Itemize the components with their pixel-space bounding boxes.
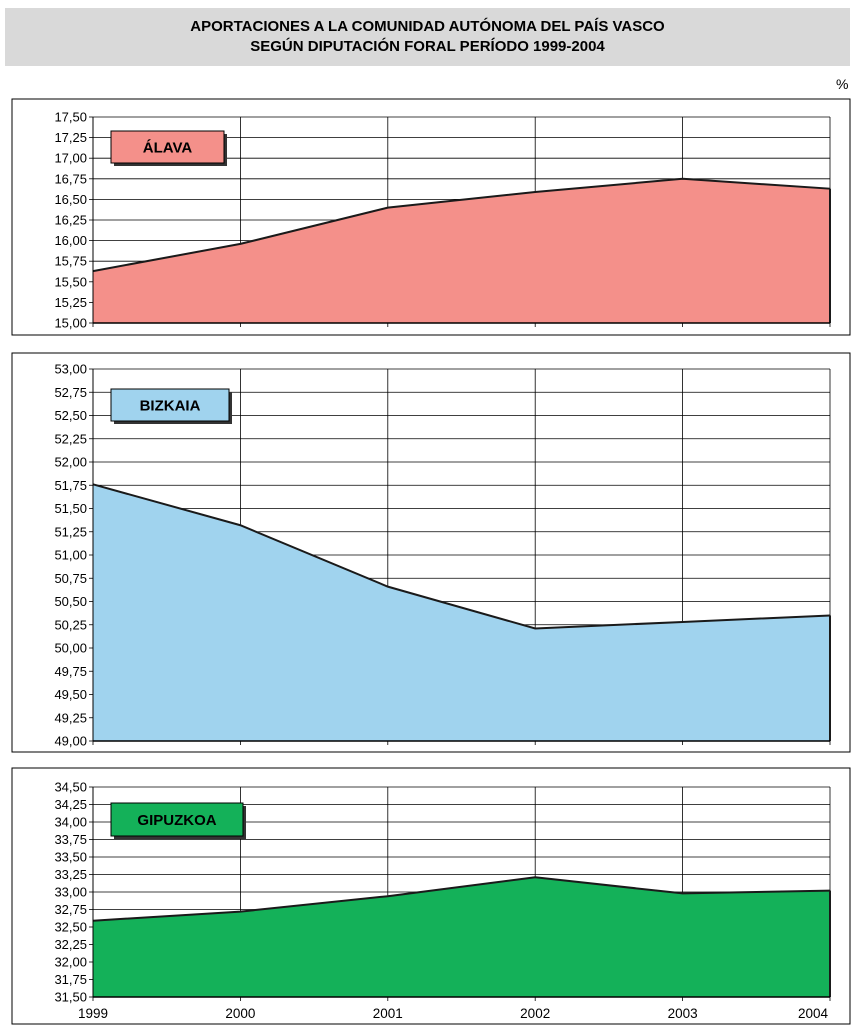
gipuzkoa-ytick-label: 32,00 (54, 955, 87, 970)
alava-ytick-label: 16,25 (54, 213, 87, 228)
alava-ytick-label: 17,50 (54, 110, 87, 125)
gipuzkoa-ytick-label: 32,25 (54, 937, 87, 952)
gipuzkoa-label: GIPUZKOA (137, 812, 216, 829)
alava-label-box (110, 130, 225, 164)
bizkaia-ytick-label: 50,50 (54, 594, 87, 609)
gipuzkoa-xtick-label: 1999 (78, 1006, 108, 1021)
bizkaia-ytick-label: 52,25 (54, 431, 87, 446)
gipuzkoa-xtick-label: 2002 (520, 1006, 550, 1021)
alava-chart: 15,00 15,25 15,50 15,75 16,00 16,25 16,50 16,75… (11, 98, 851, 336)
bizkaia-label: BIZKAIA (140, 398, 201, 415)
gipuzkoa-ytick-label: 33,00 (54, 885, 87, 900)
alava-line (92, 177, 831, 273)
alava-ytick-label: 17,25 (54, 130, 87, 145)
gipuzkoa-ytick-label: 33,75 (54, 832, 87, 847)
gipuzkoa-xtick-label: 2004 (798, 1006, 829, 1021)
gipuzkoa-ytick-label: 31,50 (54, 990, 87, 1005)
bizkaia-ytick-label: 50,75 (54, 571, 87, 586)
gipuzkoa-ytick-label: 33,25 (54, 867, 87, 882)
bizkaia-ytick-label: 49,25 (54, 710, 87, 725)
gipuzkoa-ytick-label: 33,50 (54, 850, 87, 865)
gipuzkoa-ytick-label: 34,50 (54, 780, 87, 795)
gipuzkoa-ytick-label: 32,50 (54, 920, 87, 935)
gipuzkoa-ytick-label: 32,75 (54, 902, 87, 917)
bizkaia-ytick-label: 51,75 (54, 478, 87, 493)
bizkaia-ytick-label: 50,25 (54, 617, 87, 632)
alava-ytick-label: 15,25 (54, 295, 87, 310)
alava-area (93, 178, 830, 323)
bizkaia-line (92, 483, 831, 630)
bizkaia-ytick-label: 49,75 (54, 664, 87, 679)
bizkaia-ytick-label: 53,00 (54, 362, 87, 377)
alava-ytick-label: 15,75 (54, 254, 87, 269)
bizkaia-ytick-label: 52,00 (54, 455, 87, 470)
gipuzkoa-ytick-label: 34,00 (54, 815, 87, 830)
bizkaia-label-box (110, 388, 230, 422)
bizkaia-ytick-label: 51,50 (54, 501, 87, 516)
chart-title: APORTACIONES A LA COMUNIDAD AUTÓNOMA DEL… (5, 8, 850, 66)
gipuzkoa-line (92, 876, 831, 922)
unit-label: % (836, 76, 849, 92)
gipuzkoa-xtick-label: 2003 (668, 1006, 698, 1021)
bizkaia-ytick-label: 51,00 (54, 548, 87, 563)
alava-ytick-label: 16,50 (54, 192, 87, 207)
bizkaia-ytick-label: 50,00 (54, 641, 87, 656)
gipuzkoa-chart: 31,50 31,75 32,00 32,25 32,50 32,75 33,00 33,25… (11, 767, 851, 1025)
bizkaia-ytick-label: 52,50 (54, 408, 87, 423)
gipuzkoa-label-box (110, 802, 244, 837)
bizkaia-ytick-label: 49,00 (54, 734, 87, 749)
gipuzkoa-ytick-label: 34,25 (54, 797, 87, 812)
alava-label: ÁLAVA (143, 140, 193, 157)
bizkaia-area (93, 484, 830, 741)
bizkaia-ytick-label: 52,75 (54, 385, 87, 400)
alava-ytick-label: 16,75 (54, 171, 87, 186)
gipuzkoa-ytick-label: 31,75 (54, 972, 87, 987)
gipuzkoa-area (93, 877, 830, 997)
alava-ytick-label: 15,00 (54, 316, 87, 331)
bizkaia-ytick-label: 49,50 (54, 687, 87, 702)
alava-ytick-label: 17,00 (54, 151, 87, 166)
alava-ytick-label: 15,50 (54, 274, 87, 289)
title-line-2: SEGÚN DIPUTACIÓN FORAL PERÍODO 1999-2004 (250, 38, 605, 55)
gipuzkoa-xtick-label: 2000 (225, 1006, 255, 1021)
alava-ytick-label: 16,00 (54, 233, 87, 248)
bizkaia-chart: 49,00 49,25 49,50 49,75 50,00 50,25 50,50 50,75… (11, 352, 851, 753)
bizkaia-ytick-label: 51,25 (54, 524, 87, 539)
title-line-1: APORTACIONES A LA COMUNIDAD AUTÓNOMA DEL… (190, 18, 665, 35)
gipuzkoa-xtick-label: 2001 (373, 1006, 403, 1021)
